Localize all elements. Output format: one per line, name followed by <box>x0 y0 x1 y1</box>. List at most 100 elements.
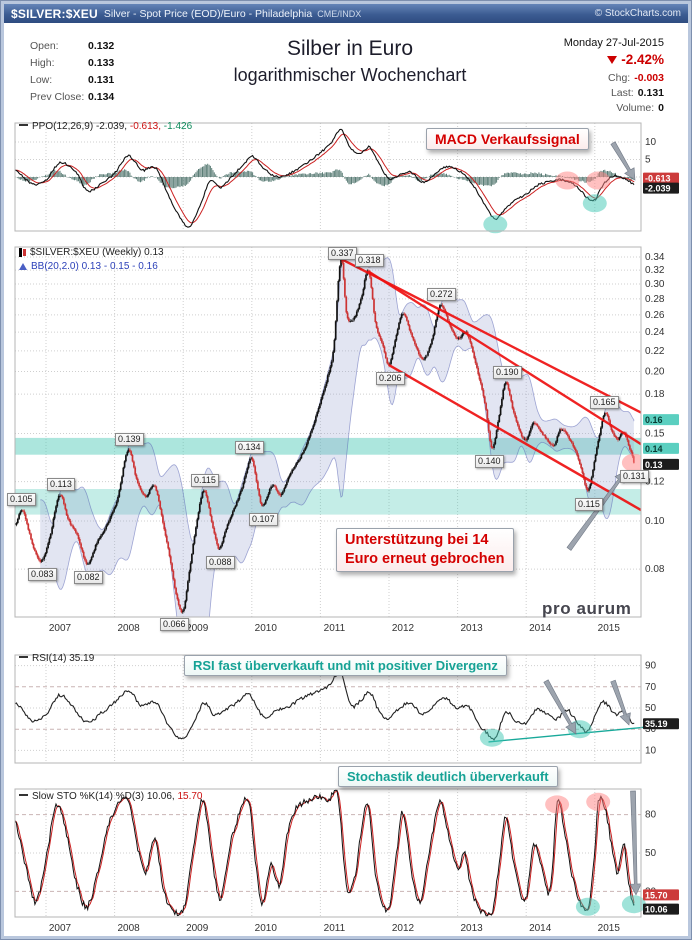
axis-value-box <box>643 718 679 730</box>
axis-value-box <box>643 172 679 184</box>
price-callout: 0.139 <box>115 433 144 446</box>
title-line2: logarithmischer Wochenchart <box>233 65 467 85</box>
price-callout: 0.337 <box>328 247 357 260</box>
svg-text:2015: 2015 <box>598 623 621 634</box>
main-price-chart: 0.34 0.32 0.30 0.28 0.26 0.24 0.22 0.20 0.18 0.15… <box>14 246 679 634</box>
candle-bodies-down <box>22 259 635 613</box>
svg-text:10.06: 10.06 <box>645 905 668 915</box>
price-callout: 0.107 <box>249 513 278 526</box>
svg-text:0.20: 0.20 <box>645 366 665 377</box>
price-callout: 0.131 <box>620 470 649 483</box>
candlestick-icon <box>19 247 22 257</box>
svg-text:0.12: 0.12 <box>645 477 665 488</box>
price-callout: 0.105 <box>7 493 36 506</box>
svg-text:-2.039: -2.039 <box>645 184 671 194</box>
prevclose-label: Prev Close: <box>30 91 85 103</box>
ppo-signal-line <box>15 133 635 224</box>
svg-text:5: 5 <box>645 155 651 166</box>
low-row: Low: 0.131 <box>30 72 114 89</box>
macd-annotation: MACD Verkaufssignal <box>426 128 589 150</box>
percent-change-value: -2.42% <box>621 52 664 67</box>
price-callout: 0.134 <box>235 441 264 454</box>
svg-text:2012: 2012 <box>392 923 415 934</box>
svg-text:90: 90 <box>645 661 657 672</box>
ppo-histogram <box>15 163 635 189</box>
open-row: Open: 0.132 <box>30 38 114 55</box>
highlight-circle <box>621 453 641 472</box>
prevclose-value: 0.134 <box>88 91 115 103</box>
svg-text:2008: 2008 <box>117 623 140 634</box>
svg-text:0.34: 0.34 <box>645 252 665 263</box>
stochastic-panel-chart: 80502015.7010.06200720082009201020112012… <box>14 788 679 934</box>
price-callout: 0.206 <box>376 372 405 385</box>
chg-value: -0.003 <box>634 72 664 84</box>
highlight-circle <box>479 728 504 747</box>
svg-text:0.08: 0.08 <box>645 564 665 575</box>
svg-text:2014: 2014 <box>529 623 552 634</box>
svg-text:2007: 2007 <box>49 623 72 634</box>
svg-text:50: 50 <box>645 703 657 714</box>
rsi-line <box>14 672 635 741</box>
quote-block: Monday 27-Jul-2015 -2.42% Chg: -0.003 Las… <box>564 37 664 116</box>
volume-label: Volume: <box>616 102 655 114</box>
axis-value-box <box>643 414 679 426</box>
header-bar: $SILVER:$XEU Silver - Spot Price (EOD)/E… <box>4 4 688 23</box>
bollinger-band <box>40 249 634 617</box>
svg-text:2011: 2011 <box>324 923 346 934</box>
ppo-legend: PPO(12,26,9) -2.039, -0.613, -1.426 <box>19 121 192 132</box>
rsi-line-icon <box>19 656 28 659</box>
sto-legend-name: Slow STO %K(14) %D(3) <box>32 791 145 802</box>
sto-value2: 15.70 <box>177 791 203 802</box>
highlight-circle <box>545 795 570 814</box>
axis-value-box <box>643 889 679 901</box>
price-callout: 0.088 <box>206 556 235 569</box>
rsi-legend-name: RSI(14) <box>32 653 67 664</box>
price-callout: 0.115 <box>191 474 219 487</box>
support-zone <box>15 489 641 515</box>
price-callout: 0.165 <box>590 396 619 409</box>
sto-line-icon <box>19 794 28 797</box>
axis-value-box <box>643 442 679 454</box>
down-triangle-icon <box>607 56 618 64</box>
price-callout: 0.082 <box>74 571 103 584</box>
price-callout: 0.272 <box>427 288 456 301</box>
svg-text:0.16: 0.16 <box>645 415 663 425</box>
svg-text:0.28: 0.28 <box>645 294 665 305</box>
trendline <box>388 364 641 512</box>
ohlc-block: Open: 0.132 High: 0.133 Low: 0.131 Prev Clo… <box>30 38 114 106</box>
price-callout: 0.113 <box>47 478 75 491</box>
high-label: High: <box>30 57 55 69</box>
svg-text:2010: 2010 <box>255 623 278 634</box>
svg-text:0.18: 0.18 <box>645 389 665 400</box>
highlight-circle <box>586 171 611 190</box>
sto-annotation: Stochastik deutlich überverkauft <box>338 766 558 787</box>
last-row: Last: 0.131 <box>564 86 664 101</box>
svg-text:0.22: 0.22 <box>645 346 665 357</box>
ticker-symbol: $SILVER:$XEU <box>11 6 98 21</box>
percent-change: -2.42% <box>564 52 664 67</box>
candle-bodies-up <box>15 259 625 613</box>
bb-legend-name: BB(20,2.0) <box>31 261 79 272</box>
price-callout: 0.083 <box>28 568 57 581</box>
price-legend: $SILVER:$XEU (Weekly) 0.13 <box>19 247 164 258</box>
highlight-circle <box>555 171 580 190</box>
chg-row: Chg: -0.003 <box>564 71 664 86</box>
volume-row: Volume: 0 <box>564 101 664 116</box>
open-label: Open: <box>30 40 59 52</box>
ppo-legend-name: PPO(12,26,9) <box>32 121 94 132</box>
bollinger-icon <box>19 262 27 270</box>
svg-text:0.15: 0.15 <box>645 429 665 440</box>
svg-text:2008: 2008 <box>117 923 140 934</box>
svg-text:0.24: 0.24 <box>645 327 665 338</box>
rsi-annotation: RSI fast überverkauft und mit positiver … <box>184 655 507 676</box>
prevclose-row: Prev Close: 0.134 <box>30 89 114 106</box>
trendline <box>340 257 641 414</box>
highlight-circle <box>483 215 508 234</box>
sto-d-line <box>14 789 635 916</box>
price-legend-value: 0.13 <box>144 247 164 258</box>
quote-date: Monday 27-Jul-2015 <box>563 37 664 49</box>
candlestick-icon-red <box>23 248 26 256</box>
svg-text:2011: 2011 <box>324 623 346 634</box>
svg-text:10: 10 <box>645 745 657 756</box>
